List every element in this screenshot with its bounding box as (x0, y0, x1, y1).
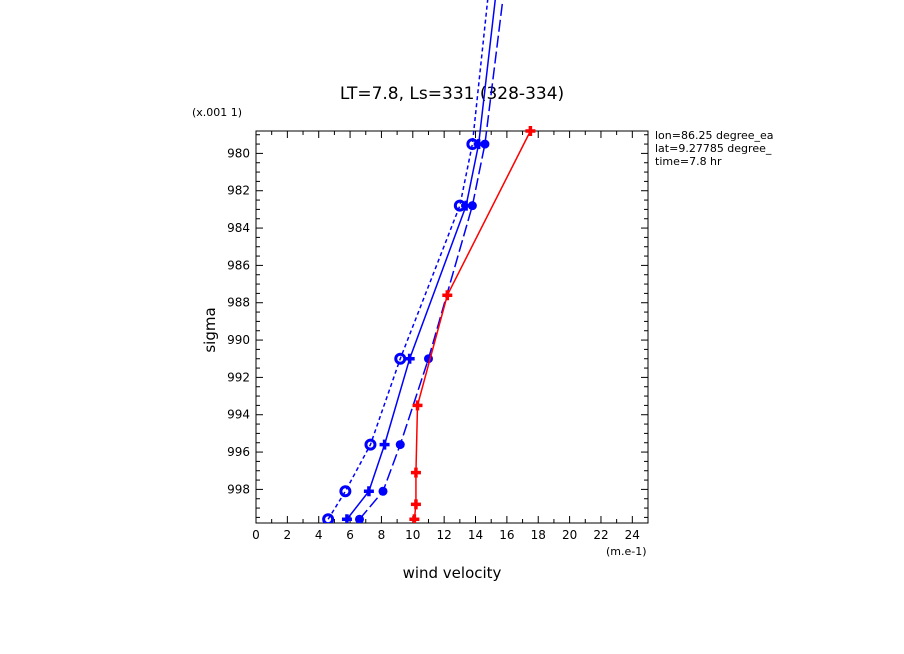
x-tick-label: 16 (499, 528, 514, 542)
x-axis-label: wind velocity (403, 564, 502, 582)
data-point-dot (354, 514, 364, 523)
data-point-cross (412, 400, 423, 411)
x-tick-label: 12 (437, 528, 452, 542)
data-point-cross (341, 514, 352, 523)
data-point-cross (409, 514, 420, 523)
x-tick-label: 14 (468, 528, 483, 542)
data-point-dot (480, 139, 490, 149)
x-tick-label: 0 (252, 528, 260, 542)
annotation-time: time=7.8 hr (655, 155, 722, 168)
x-tick-label: 24 (625, 528, 640, 542)
data-series (322, 0, 536, 523)
data-point-ring (364, 438, 377, 451)
info-annotations: lon=86.25 degree_ea lat=9.27785 degree_ … (655, 129, 774, 168)
plot-frame (255, 130, 649, 524)
data-point-cross (525, 126, 536, 136)
x-tick-label: 10 (405, 528, 420, 542)
data-point-cross (410, 467, 421, 478)
y-tick-label: 986 (227, 258, 250, 272)
data-point-cross (363, 486, 374, 497)
y-tick-label: 984 (227, 221, 250, 235)
x-tick-label: 20 (562, 528, 577, 542)
y-tick-label: 996 (227, 445, 250, 459)
data-point-cross (410, 499, 421, 510)
data-point-cross (404, 353, 415, 364)
y-tick-label: 992 (227, 370, 250, 384)
series-line-3 (358, 0, 504, 520)
x-units-label: (m.e-1) (606, 545, 647, 558)
y-tick-label: 980 (227, 146, 250, 160)
series-line-1 (327, 0, 489, 520)
chart-title: LT=7.8, Ls=331 (328-334) (340, 84, 564, 104)
y-units-label: (x.001 1) (192, 106, 242, 119)
annotation-lon: lon=86.25 degree_ea (655, 129, 774, 142)
x-tick-label: 4 (315, 528, 323, 542)
y-axis-label: sigma (201, 307, 219, 352)
y-tick-label: 998 (227, 482, 250, 496)
y-tick-label: 982 (227, 184, 250, 198)
x-tick-label: 2 (284, 528, 292, 542)
data-point-dot (378, 486, 388, 496)
annotation-lat: lat=9.27785 degree_ (655, 142, 772, 155)
data-point-ring (339, 485, 352, 498)
data-point-ring (322, 513, 335, 523)
series-line-4 (413, 130, 532, 520)
data-point-dot (467, 201, 477, 211)
data-point-dot (395, 440, 405, 450)
data-point-cross (442, 290, 453, 301)
y-tick-label: 988 (227, 296, 250, 310)
y-tick-label: 994 (227, 408, 250, 422)
data-point-cross (379, 439, 390, 450)
x-tick-label: 22 (593, 528, 608, 542)
axis-ticks: 0 2 4 6 8 10 12 14 16 18 20 22 249809829849869889909… (227, 131, 649, 542)
y-tick-label: 990 (227, 333, 250, 347)
x-tick-label: 8 (378, 528, 386, 542)
x-tick-label: 18 (531, 528, 546, 542)
x-tick-label: 6 (346, 528, 354, 542)
